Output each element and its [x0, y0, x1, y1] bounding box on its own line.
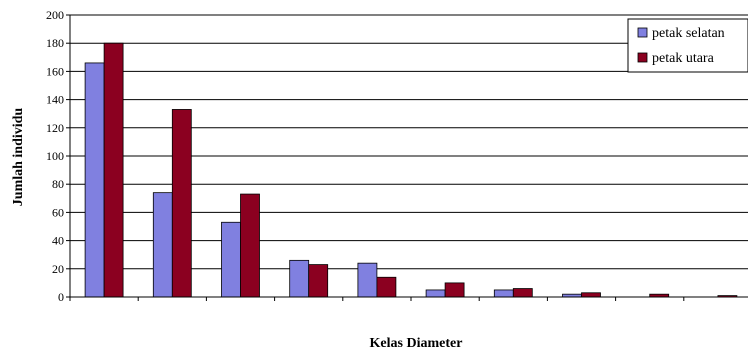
- y-tick-label: 100: [46, 149, 64, 163]
- y-tick-label: 20: [52, 262, 64, 276]
- y-axis-tick-labels: 0 20 40 60 80 100 120 140 160 180 200: [46, 8, 70, 304]
- y-tick-label: 180: [46, 36, 64, 50]
- y-tick-label: 80: [52, 177, 64, 191]
- bar-petak-utara: [103, 42, 124, 298]
- y-tick-label: 40: [52, 234, 64, 248]
- legend-swatch-petak-utara: [637, 52, 648, 63]
- bar-petak-selatan: [289, 259, 310, 298]
- bar-petak-utara: [376, 276, 397, 298]
- bar-petak-selatan: [425, 289, 446, 298]
- legend-swatch-petak-selatan: [637, 27, 648, 38]
- bar-petak-utara: [444, 282, 465, 298]
- y-tick-label: 120: [46, 121, 64, 135]
- bar-petak-selatan: [493, 289, 514, 298]
- legend-box: [627, 18, 748, 73]
- y-tick-label: 140: [46, 93, 64, 107]
- bar-petak-selatan: [221, 221, 241, 298]
- y-tick-label: 0: [58, 290, 64, 304]
- bar-petak-utara: [171, 109, 192, 298]
- y-tick-label: 200: [46, 8, 64, 22]
- legend: petak selatan petak utara: [627, 18, 748, 73]
- bar-petak-utara: [512, 288, 533, 298]
- bar-series: [84, 42, 738, 298]
- bar-petak-utara: [308, 264, 329, 298]
- y-tick-label: 160: [46, 64, 64, 78]
- bar-petak-selatan: [357, 262, 378, 298]
- bar-petak-selatan: [84, 62, 105, 298]
- bar-petak-selatan: [152, 192, 173, 298]
- bar-petak-utara: [240, 193, 260, 298]
- y-tick-label: 60: [52, 205, 64, 219]
- legend-label-petak-utara: petak utara: [652, 51, 715, 66]
- bar-petak-utara: [581, 292, 601, 298]
- x-axis-title: Kelas Diameter: [370, 336, 463, 351]
- x-axis-ticks: [69, 297, 685, 301]
- y-axis-title: Jumlah individu: [11, 108, 26, 207]
- legend-label-petak-selatan: petak selatan: [652, 26, 725, 41]
